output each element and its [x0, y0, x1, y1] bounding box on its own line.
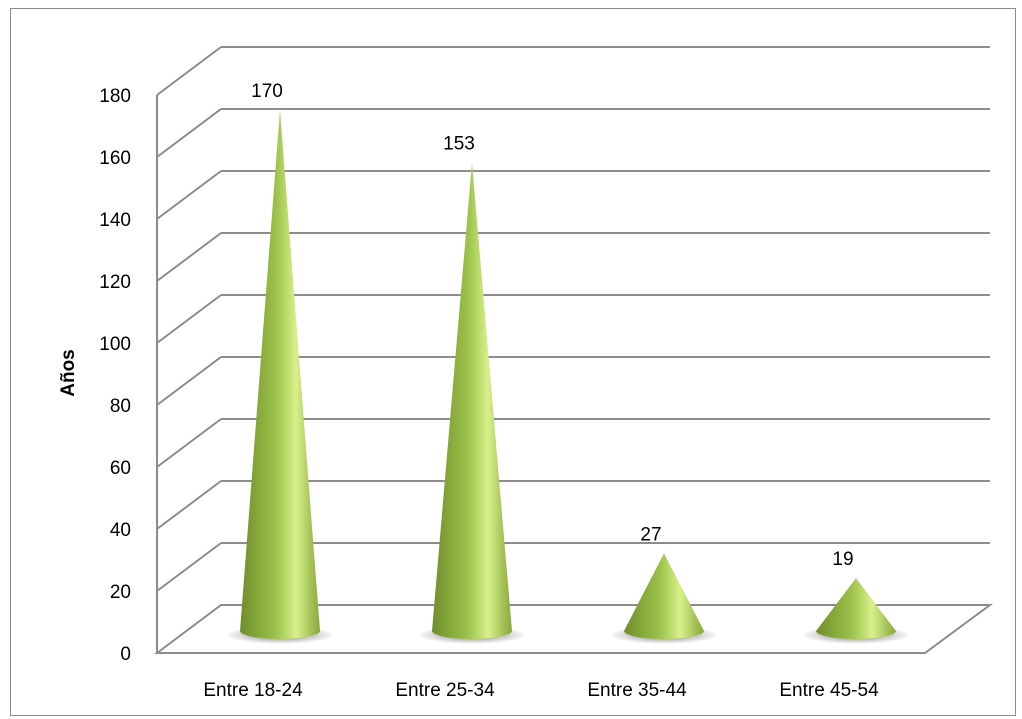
gridline-diagonal — [156, 46, 222, 96]
data-label: 153 — [443, 134, 475, 155]
y-tick-label: 60 — [110, 458, 131, 479]
y-tick-label: 100 — [99, 334, 131, 355]
y-tick-label: 80 — [110, 396, 131, 417]
x-tick-label: Entre 18-24 — [203, 680, 303, 701]
cone-bar — [624, 553, 704, 639]
y-tick-label: 0 — [120, 644, 131, 665]
y-tick-label: 180 — [99, 86, 131, 107]
y-tick-label: 160 — [99, 148, 131, 169]
data-label: 27 — [640, 524, 661, 545]
cone-bar — [432, 162, 512, 639]
gridline-diagonal — [156, 232, 222, 282]
x-tick-label: Entre 35-44 — [587, 680, 687, 701]
y-tick-label: 140 — [99, 210, 131, 231]
gridline-diagonal — [156, 294, 222, 344]
gridline-diagonal — [156, 108, 222, 158]
x-tick-label: Entre 25-34 — [395, 680, 495, 701]
y-tick-label: 20 — [110, 582, 131, 603]
x-tick-label: Entre 45-54 — [779, 680, 879, 701]
data-label: 19 — [832, 549, 853, 570]
data-label: 170 — [251, 81, 283, 102]
y-tick-label: 40 — [110, 520, 131, 541]
cone-bar — [240, 110, 320, 639]
gridline-diagonal — [156, 480, 222, 530]
gridline-diagonal — [156, 418, 222, 468]
cone-bar — [816, 578, 896, 639]
y-tick-label: 120 — [99, 272, 131, 293]
y-axis-title: Años — [58, 349, 79, 397]
gridline-diagonal — [156, 542, 222, 592]
gridline-diagonal — [156, 356, 222, 406]
chart-floor — [154, 604, 994, 654]
gridline-diagonal — [156, 170, 222, 220]
